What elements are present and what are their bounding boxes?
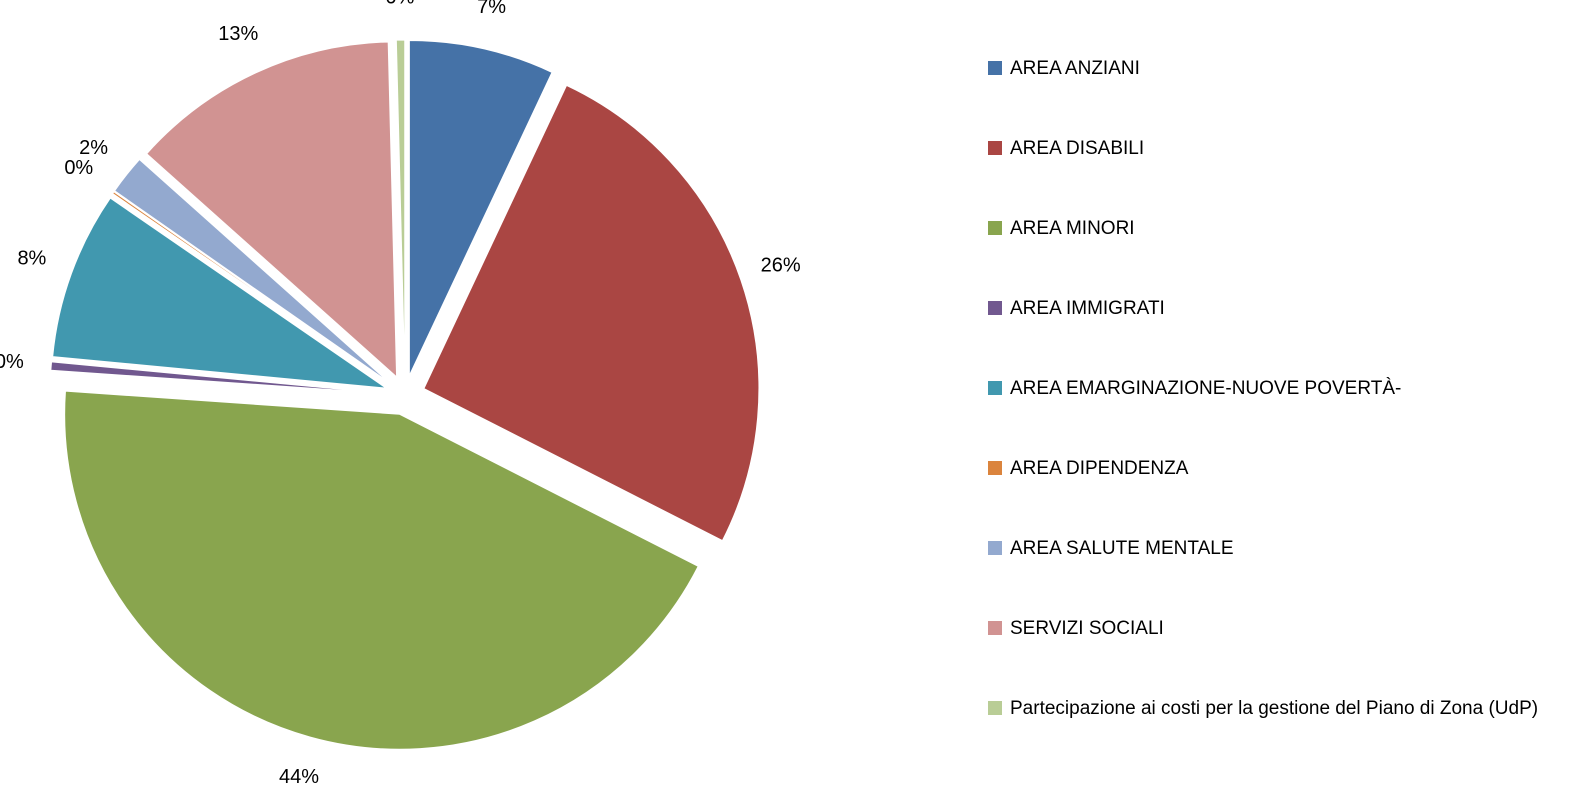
legend: AREA ANZIANI AREA DISABILI AREA MINORI AREA…: [985, 50, 1555, 770]
legend-label: Partecipazione ai costi per la gestione …: [1010, 698, 1539, 719]
legend-label: AREA MINORI: [1010, 218, 1135, 239]
legend-swatch: [988, 701, 1002, 715]
pie-slice: [146, 41, 398, 378]
legend-swatch: [988, 141, 1002, 155]
data-label: 7%: [477, 0, 506, 18]
pie-slice: [113, 158, 390, 384]
legend-swatch: [988, 461, 1002, 475]
legend-swatch: [988, 381, 1002, 395]
legend-label: AREA SALUTE MENTALE: [1010, 538, 1234, 559]
data-label: 0%: [386, 0, 415, 8]
legend-label: AREA ANZIANI: [1010, 58, 1140, 79]
legend-item: SERVIZI SOCIALI: [985, 610, 1555, 690]
legend-label: AREA DIPENDENZA: [1010, 458, 1189, 479]
legend-item: AREA SALUTE MENTALE: [985, 530, 1555, 610]
legend-item: AREA DIPENDENZA: [985, 450, 1555, 530]
data-label: 26%: [761, 255, 801, 277]
legend-label: AREA IMMIGRATI: [1010, 298, 1165, 319]
legend-item: AREA MINORI: [985, 210, 1555, 290]
legend-swatch: [988, 621, 1002, 635]
pie-slice: [50, 361, 386, 394]
legend-item: Partecipazione ai costi per la gestione …: [985, 690, 1555, 770]
pie-slice: [111, 191, 389, 385]
legend-item: AREA EMARGINAZIONE-NUOVE POVERTÀ-: [985, 370, 1555, 450]
legend-label: SERVIZI SOCIALI: [1010, 618, 1164, 639]
legend-item: AREA IMMIGRATI: [985, 290, 1555, 370]
legend-swatch: [988, 301, 1002, 315]
data-label: 8%: [17, 248, 46, 270]
legend-item: AREA ANZIANI: [985, 50, 1555, 130]
data-label: 0%: [64, 157, 93, 179]
pie-slice: [423, 84, 760, 542]
legend-label: AREA EMARGINAZIONE-NUOVE POVERTÀ-: [1010, 378, 1402, 399]
data-label: 0%: [0, 351, 24, 373]
pie-slice: [408, 39, 553, 376]
legend-label: AREA DISABILI: [1010, 138, 1145, 159]
pie-slice: [395, 39, 406, 376]
legend-swatch: [988, 541, 1002, 555]
legend-swatch: [988, 221, 1002, 235]
data-label: 44%: [279, 766, 319, 785]
legend-swatch: [988, 61, 1002, 75]
pie-slice: [64, 390, 699, 750]
data-label: 13%: [218, 23, 258, 45]
data-label: 2%: [79, 137, 108, 159]
pie-slice: [52, 197, 389, 389]
legend-item: AREA DISABILI: [985, 130, 1555, 210]
